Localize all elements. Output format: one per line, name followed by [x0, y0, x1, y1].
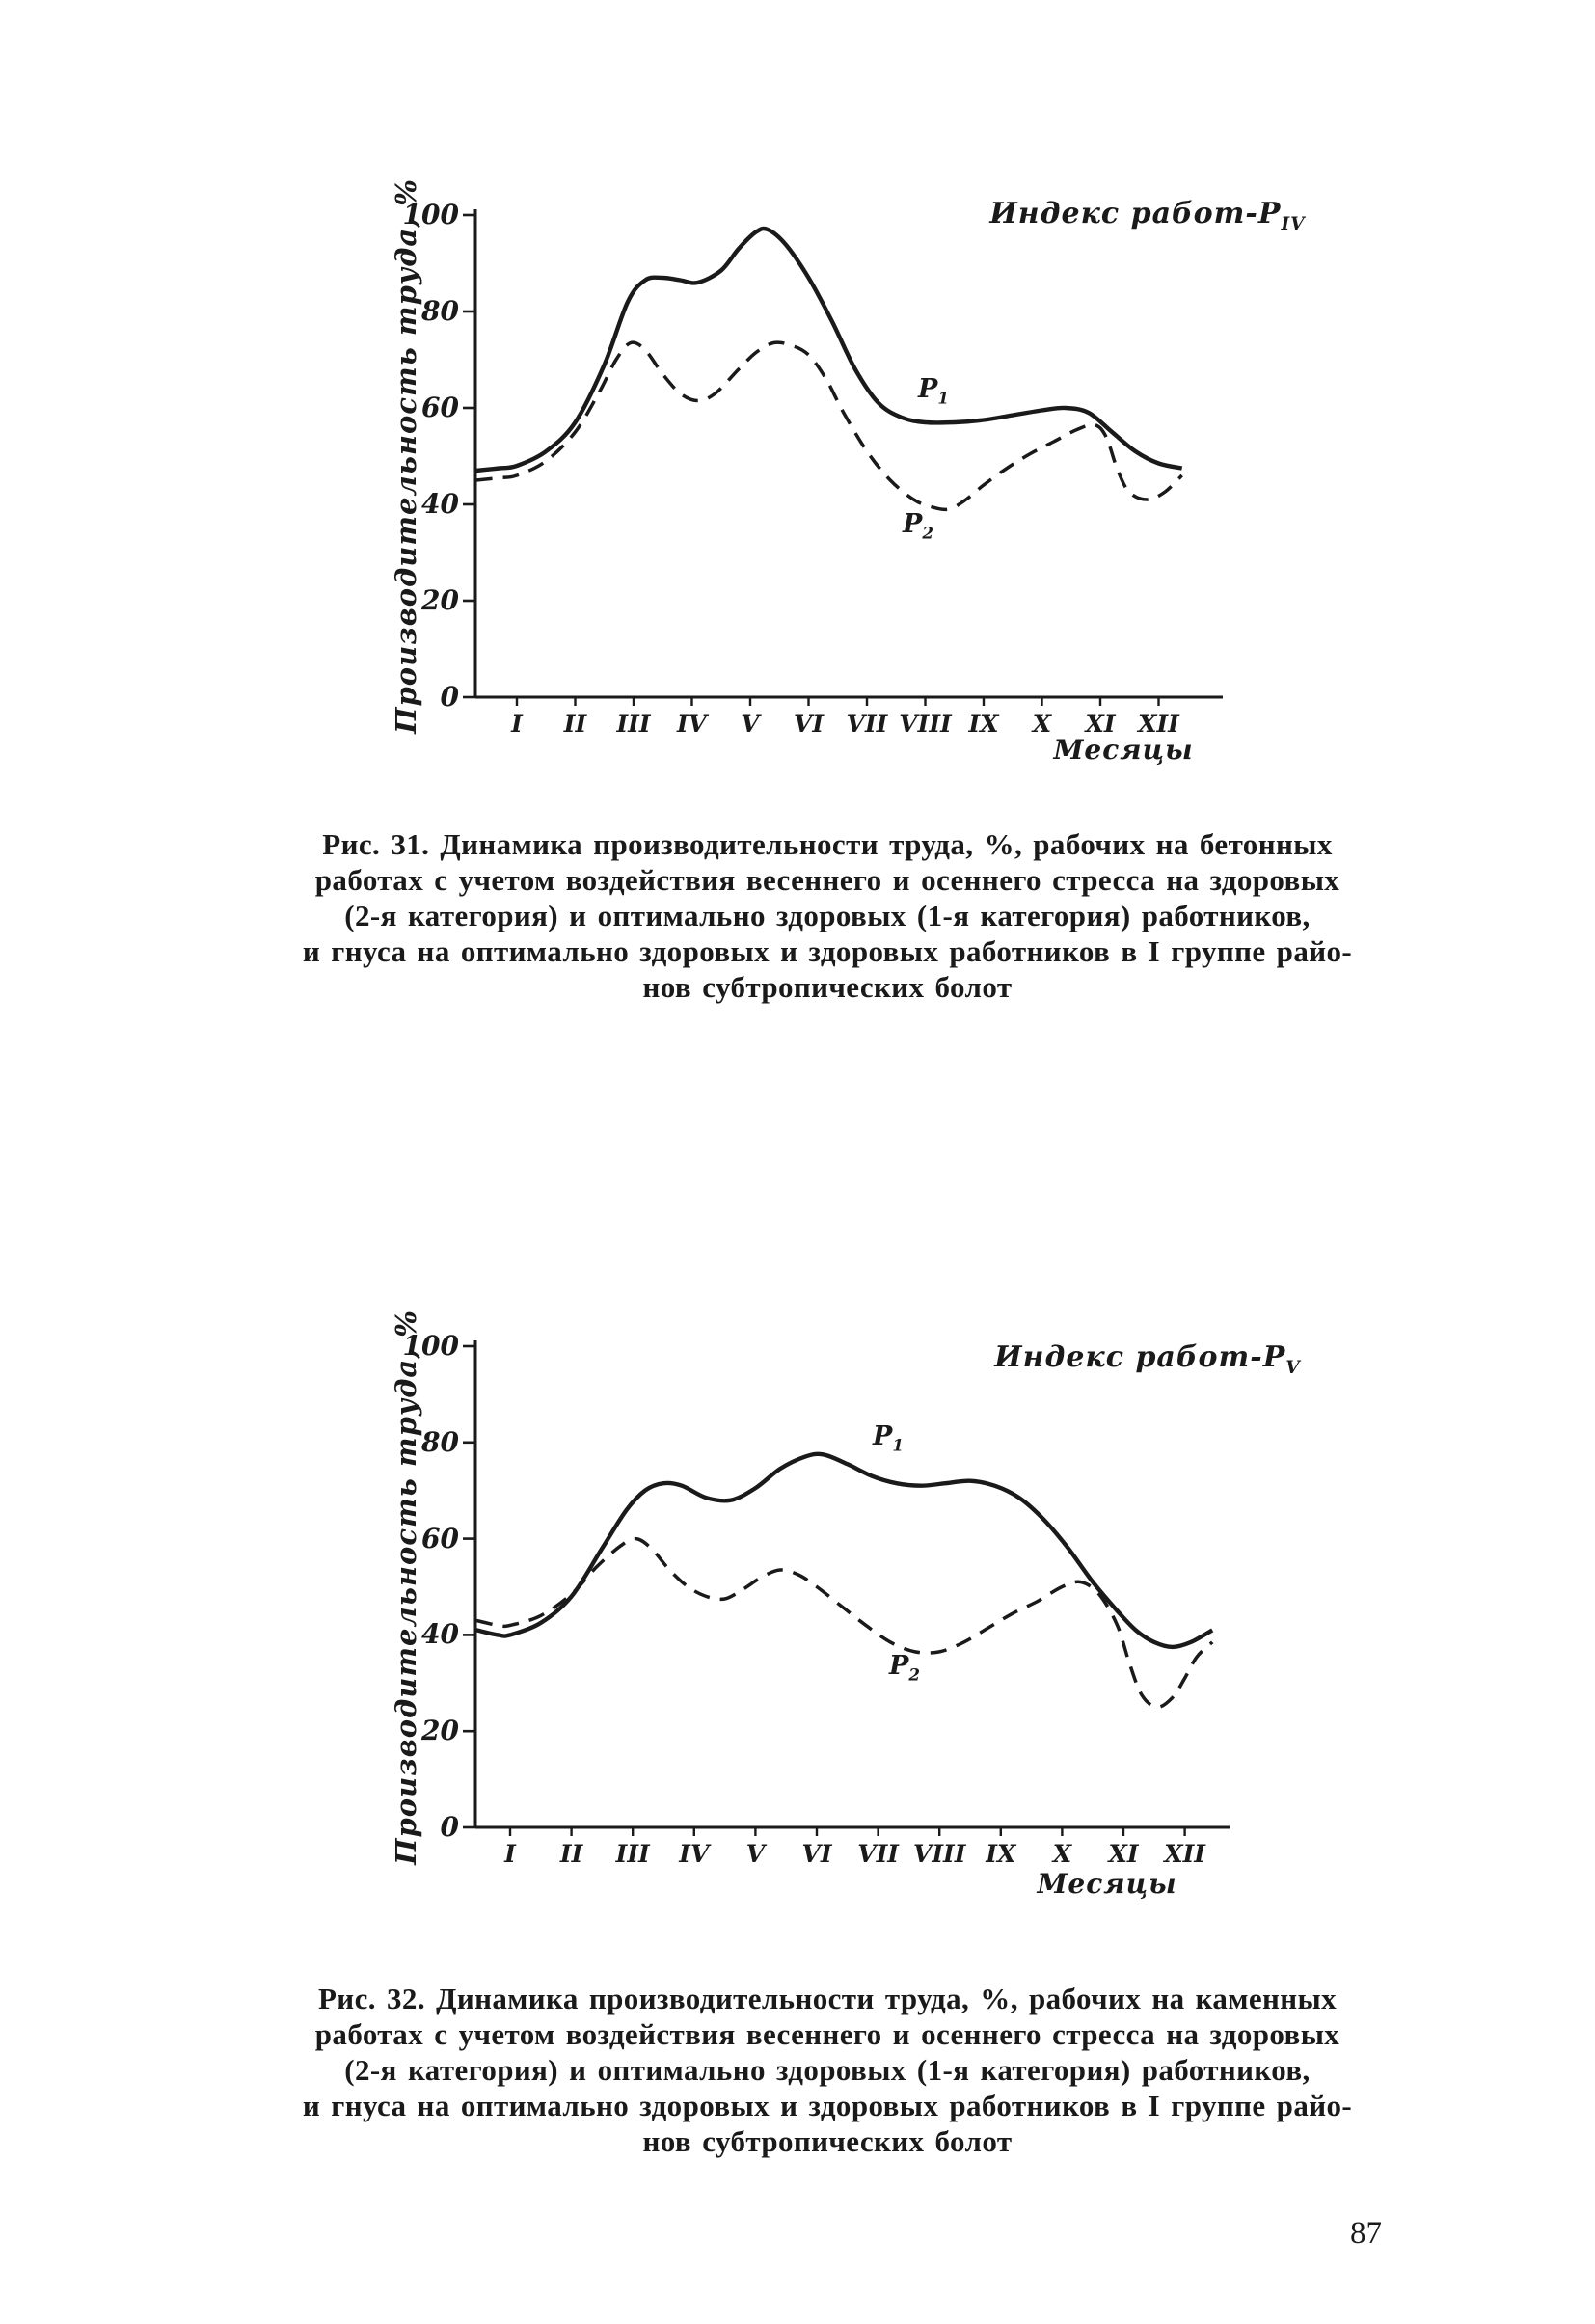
x-tick-label: V: [741, 710, 760, 738]
x-tick-label: VII: [857, 1840, 899, 1868]
chart1-series-label-p2: Р2: [903, 509, 933, 542]
figure31-caption: Рис. 31. Динамика производительности тру…: [239, 826, 1416, 1005]
x-tick-label: VIII: [912, 1840, 966, 1868]
series-label-text: Р: [903, 509, 923, 539]
caption-line: и гнуса на оптимально здоровых и здоровы…: [302, 2089, 1353, 2122]
chart2-series-label-p2: Р2: [889, 1651, 920, 1684]
series-label-text: Р: [873, 1421, 893, 1451]
x-tick-label: III: [615, 1840, 650, 1868]
x-tick-label: IX: [968, 710, 999, 738]
caption-line: (2-я категория) и оптимально здоровых (1…: [344, 899, 1311, 932]
x-tick-label: XII: [1138, 710, 1179, 738]
x-tick-label: VI: [793, 710, 825, 738]
x-tick-label: XI: [1085, 710, 1116, 738]
page-number: 87: [1350, 2216, 1382, 2251]
y-tick-label: 60: [421, 392, 459, 423]
chart1-title-annotation: Индекс работ-РIV: [989, 197, 1305, 234]
x-tick-label: II: [563, 710, 587, 738]
series-curve-p2: [475, 1536, 1214, 1710]
series-label-subscript: 2: [908, 1664, 920, 1685]
y-tick-label: 0: [440, 1811, 459, 1843]
series-curve-p1: [475, 226, 1183, 473]
annotation-subscript: IV: [1281, 214, 1306, 234]
y-tick-label: 40: [421, 1618, 459, 1651]
figure32-caption: Рис. 32. Динамика производительности тру…: [239, 1981, 1416, 2159]
x-tick-label: XI: [1108, 1840, 1139, 1868]
chart1-series-label-p1: Р1: [918, 374, 949, 407]
annotation-text: Индекс работ-Р: [989, 197, 1282, 230]
y-tick-label: 60: [421, 1522, 459, 1554]
x-tick-label: XII: [1164, 1840, 1205, 1868]
chart2-series-label-p1: Р1: [873, 1421, 904, 1454]
x-tick-label: VIII: [899, 710, 952, 738]
x-tick-label: IV: [676, 710, 708, 738]
y-tick-label: 0: [440, 681, 459, 713]
y-tick-label: 40: [421, 488, 459, 520]
x-tick-label: IX: [986, 1840, 1016, 1868]
x-tick-label: X: [1052, 1840, 1072, 1868]
series-label-subscript: 2: [922, 523, 933, 543]
caption-line: и гнуса на оптимально здоровых и здоровы…: [302, 934, 1353, 968]
x-tick-label: I: [504, 1840, 516, 1868]
series-curve-p2: [475, 340, 1183, 512]
annotation-text: Индекс работ-Р: [994, 1340, 1286, 1374]
caption-line: нов субтропических болот: [642, 970, 1013, 1004]
annotation-subscript: V: [1285, 1358, 1301, 1378]
chart1-x-axis-title: Месяцы: [1053, 734, 1194, 766]
chart2-y-axis-title: Производительность труда, %: [390, 1310, 422, 1865]
chart2-title-annotation: Индекс работ-РV: [994, 1340, 1300, 1378]
y-tick-label: 100: [402, 1330, 459, 1362]
series-label-subscript: 1: [892, 1435, 904, 1455]
x-tick-label: II: [559, 1840, 583, 1868]
x-tick-label: X: [1032, 710, 1052, 738]
caption-line: работах с учетом воздействия весеннего и…: [314, 863, 1340, 897]
series-label-subscript: 1: [937, 388, 949, 408]
x-tick-label: VII: [846, 710, 888, 738]
series-curve-p1: [475, 1451, 1214, 1650]
y-tick-label: 100: [402, 199, 459, 230]
caption-line: Рис. 31. Динамика производительности тру…: [322, 827, 1333, 861]
chart1-y-axis-title: Производительность труда, %: [390, 178, 422, 734]
caption-line: нов субтропических болот: [642, 2124, 1013, 2158]
caption-line: Рис. 32. Динамика производительности тру…: [317, 1982, 1338, 2015]
series-label-text: Р: [918, 374, 938, 404]
x-tick-label: VI: [801, 1840, 832, 1868]
chart2-x-axis-title: Месяцы: [1037, 1868, 1177, 1900]
caption-line: (2-я категория) и оптимально здоровых (1…: [344, 2053, 1311, 2087]
caption-line: работах с учетом воздействия весеннего и…: [314, 2017, 1340, 2051]
y-tick-label: 20: [421, 584, 459, 616]
y-tick-label: 20: [421, 1715, 459, 1747]
x-tick-label: IV: [679, 1840, 710, 1868]
series-label-text: Р: [889, 1651, 909, 1681]
x-tick-label: I: [511, 710, 523, 738]
x-tick-label: III: [616, 710, 651, 738]
y-tick-label: 80: [421, 1425, 459, 1458]
y-tick-label: 80: [421, 295, 459, 327]
x-tick-label: V: [745, 1840, 766, 1868]
